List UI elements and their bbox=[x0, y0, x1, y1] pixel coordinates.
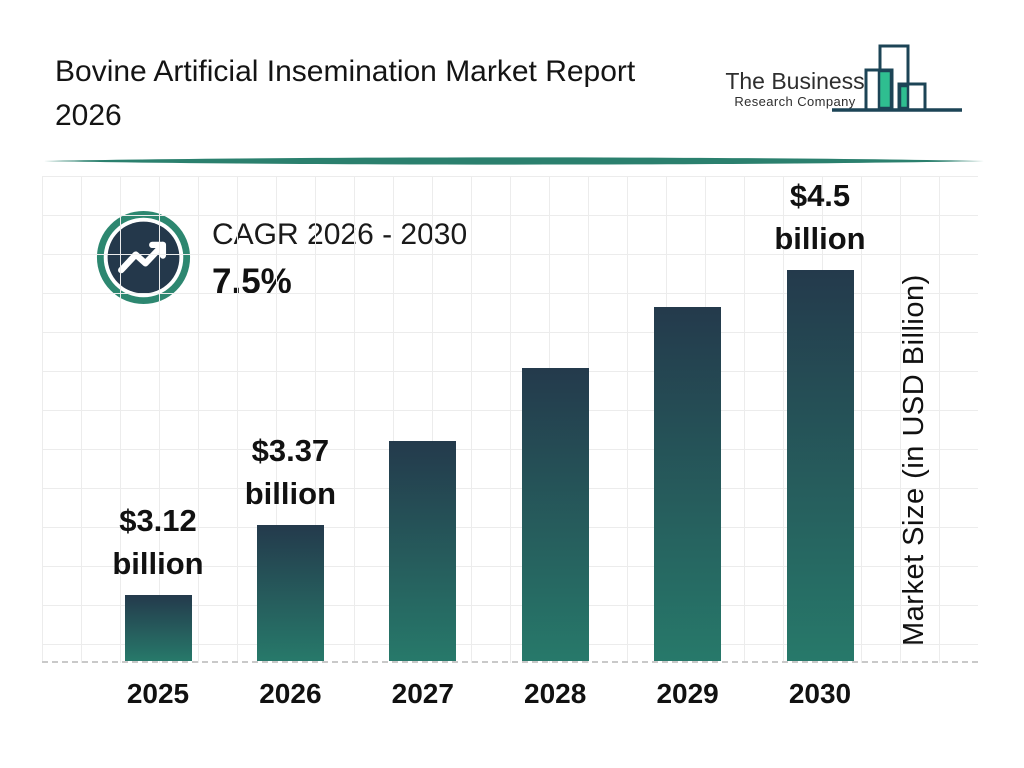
bar-value-unit: billion bbox=[244, 476, 337, 511]
tapered-divider bbox=[44, 157, 984, 165]
bar-value-unit: billion bbox=[774, 221, 866, 256]
x-axis-label-2029: 2029 bbox=[656, 678, 719, 709]
x-axis-labels: 2025 2026 2027 2028 2029 2030 bbox=[42, 678, 978, 714]
bar-2026 bbox=[256, 525, 324, 661]
chart-plot-area: $3.12 billion $3.37 billion $4.5 billion bbox=[42, 176, 978, 663]
bar-value-amount: $3.37 bbox=[251, 433, 330, 468]
x-axis-label-2028: 2028 bbox=[524, 678, 587, 709]
y-axis-title: Market Size (in USD Billion) bbox=[898, 274, 930, 646]
bar-2030 bbox=[786, 270, 854, 661]
page-title: Bovine Artificial Insemination Market Re… bbox=[55, 50, 735, 138]
logo-name-bottom: Research Company bbox=[734, 94, 856, 109]
page-title-line2: 2026 bbox=[55, 99, 122, 132]
bar-value-amount: $3.12 bbox=[119, 503, 197, 538]
company-logo: The Business Research Company bbox=[724, 68, 866, 110]
page-title-line1: Bovine Artificial Insemination Market Re… bbox=[55, 55, 636, 88]
x-axis-label-2030: 2030 bbox=[788, 678, 852, 709]
bar-2029 bbox=[654, 307, 722, 661]
bars-layer: $3.12 billion $3.37 billion $4.5 billion bbox=[42, 176, 978, 661]
logo-bar-chart-icon bbox=[832, 44, 962, 112]
x-axis-label-2026: 2026 bbox=[259, 678, 322, 709]
bar-value-label-2026: $3.37 billion bbox=[200, 429, 380, 515]
bar-value-unit: billion bbox=[112, 546, 204, 581]
bar-2027 bbox=[389, 441, 457, 661]
bar-2025 bbox=[124, 595, 192, 661]
bar-2028 bbox=[521, 368, 589, 661]
x-axis-label-2027: 2027 bbox=[391, 678, 454, 709]
logo-name-top: The Business bbox=[725, 68, 865, 94]
bar-value-label-2030: $4.5 billion bbox=[730, 174, 910, 260]
x-axis-label-2025: 2025 bbox=[126, 678, 190, 709]
bar-value-label-2025: $3.12 billion bbox=[68, 499, 248, 585]
bar-value-amount: $4.5 bbox=[789, 178, 851, 213]
